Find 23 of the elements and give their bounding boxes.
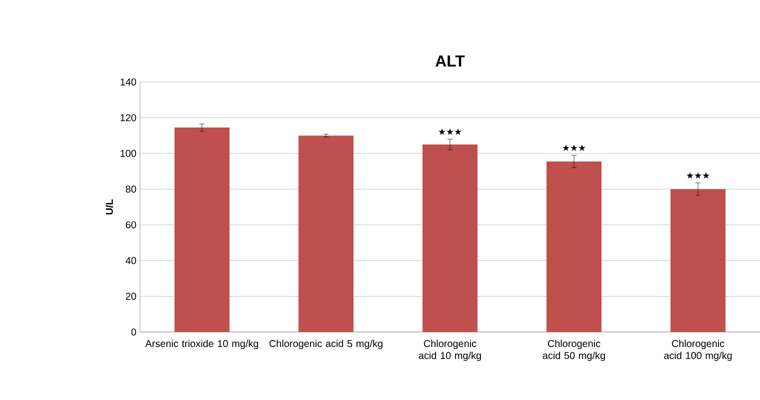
bar [422,144,478,332]
annotation: ★★★ [686,172,710,179]
y-tick-label: 40 [126,257,136,264]
y-tick-label: 100 [120,150,136,157]
y-tick-label: 0 [131,328,136,336]
bar [174,128,230,332]
bar [670,189,726,332]
y-tick-label: 140 [120,78,136,86]
annotation: ★★★ [562,144,586,152]
chart-title: ALT [435,56,465,66]
annotation: ★★★ [438,128,462,135]
y-tick-label: 120 [120,114,136,122]
y-tick-label: 80 [126,186,136,193]
x-tick-label: Chlorogenic acid 5 mg/kg [269,340,382,350]
y-tick-label: 20 [126,292,136,300]
x-tick-label: Chlorogenic acid 100 mg/kg [664,340,732,362]
y-axis-title: U/L [106,199,114,214]
x-tick-label: Chlorogenic acid 50 mg/kg [542,340,605,362]
bar [546,161,602,332]
x-tick-label: Chlorogenic acid 10 mg/kg [418,340,481,362]
bar [298,136,354,332]
y-tick-label: 60 [126,221,136,228]
x-tick-label: Arsenic trioxide 10 mg/kg [145,340,258,350]
